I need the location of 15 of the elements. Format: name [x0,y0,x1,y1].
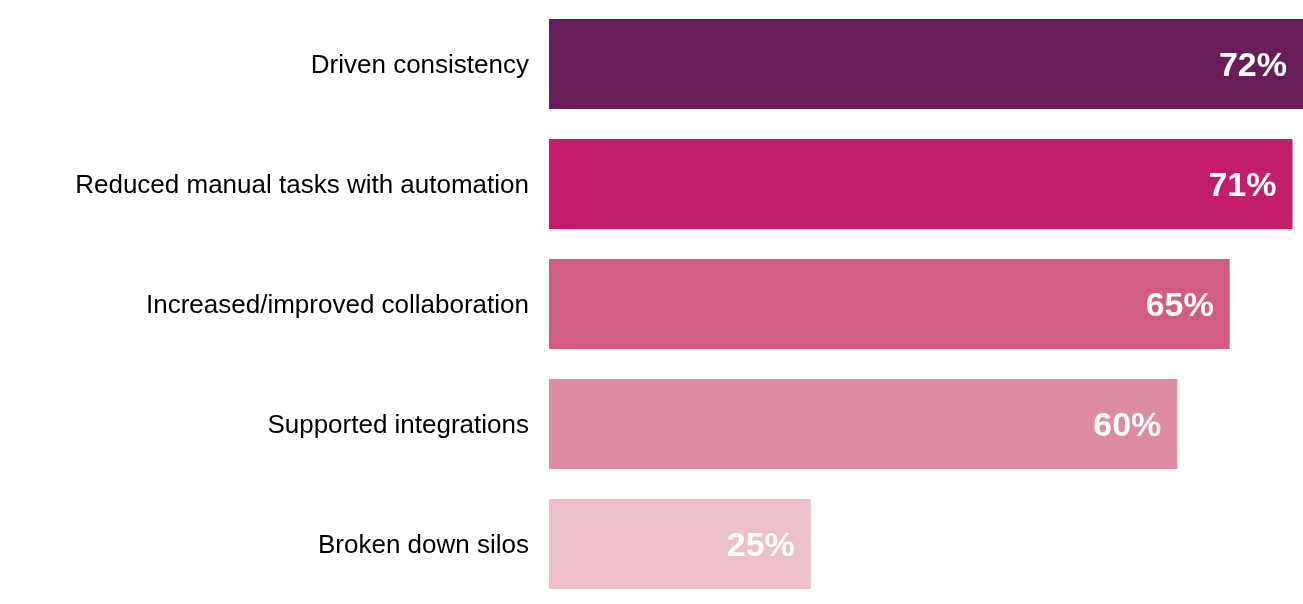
bar [549,259,1230,349]
y-tick-label: Broken down silos [318,529,529,560]
y-tick-label: Reduced manual tasks with automation [75,169,529,200]
bar [549,19,1303,109]
bar [549,139,1293,229]
data-label: 72% [1218,45,1287,84]
data-label: 65% [1145,285,1214,324]
bar [549,379,1178,469]
bar [549,499,811,589]
data-label: 60% [1093,405,1162,444]
y-tick-label: Supported integrations [267,409,529,440]
data-label: 71% [1208,165,1277,204]
y-tick-label: Increased/improved collaboration [146,289,529,320]
data-label: 25% [726,525,795,564]
y-tick-label: Driven consistency [310,49,529,80]
